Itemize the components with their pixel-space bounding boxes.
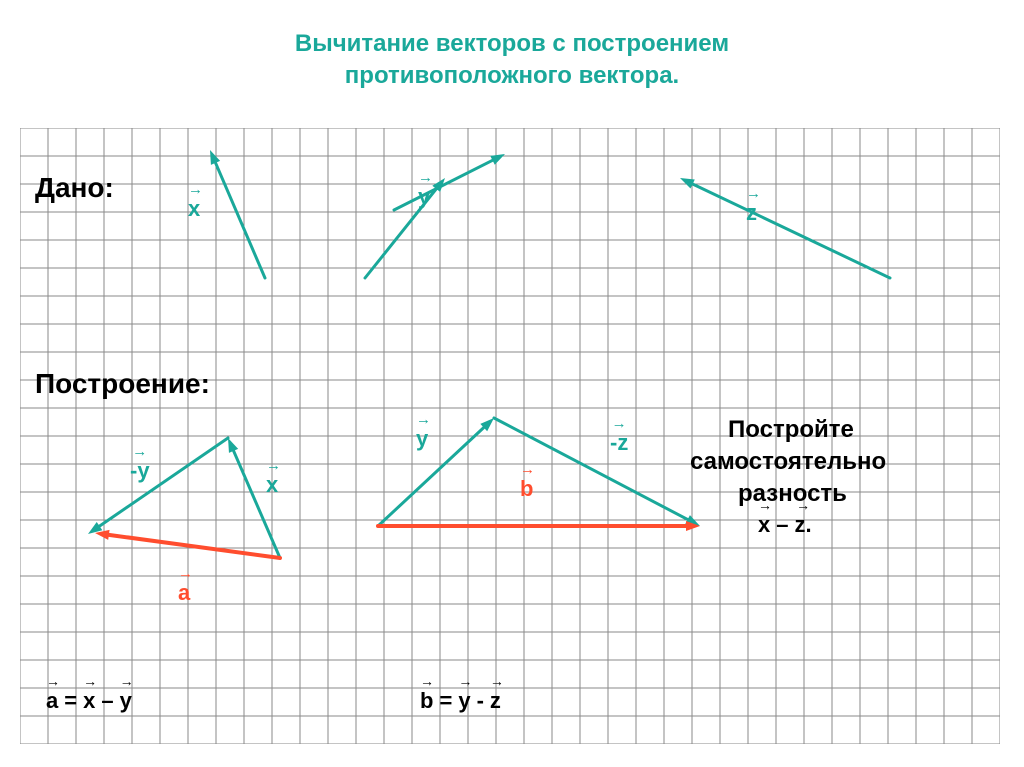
- grid-container: Дано: Построение: Постройте самостоятель…: [20, 128, 1000, 748]
- label-construction: Построение:: [35, 368, 210, 400]
- label-build2: самостоятельно: [690, 448, 886, 476]
- lbl-x-cons: → x: [266, 472, 278, 498]
- eq-a: →a=→x–→y: [46, 688, 132, 714]
- title-line-1: Вычитание векторов с построением: [0, 30, 1024, 58]
- lbl-y-given: → y: [418, 184, 430, 210]
- label-build3: разность: [738, 480, 847, 508]
- lbl-a: → a: [178, 580, 190, 606]
- eq-b: →b=→y-→z: [420, 688, 501, 714]
- label-given: Дано:: [35, 172, 114, 204]
- lbl-x-given: → x: [188, 196, 200, 222]
- lbl-b: → b: [520, 476, 533, 502]
- lbl-neg-z: → -z: [610, 430, 628, 456]
- lbl-z-given: → z: [746, 200, 757, 226]
- lbl-y-cons: → y: [416, 426, 428, 452]
- title-line-2: противоположного вектора.: [0, 62, 1024, 90]
- label-build1: Постройте: [728, 416, 854, 444]
- lbl-neg-y: → -y: [130, 458, 150, 484]
- eq-xz: →x–→z.: [758, 512, 812, 538]
